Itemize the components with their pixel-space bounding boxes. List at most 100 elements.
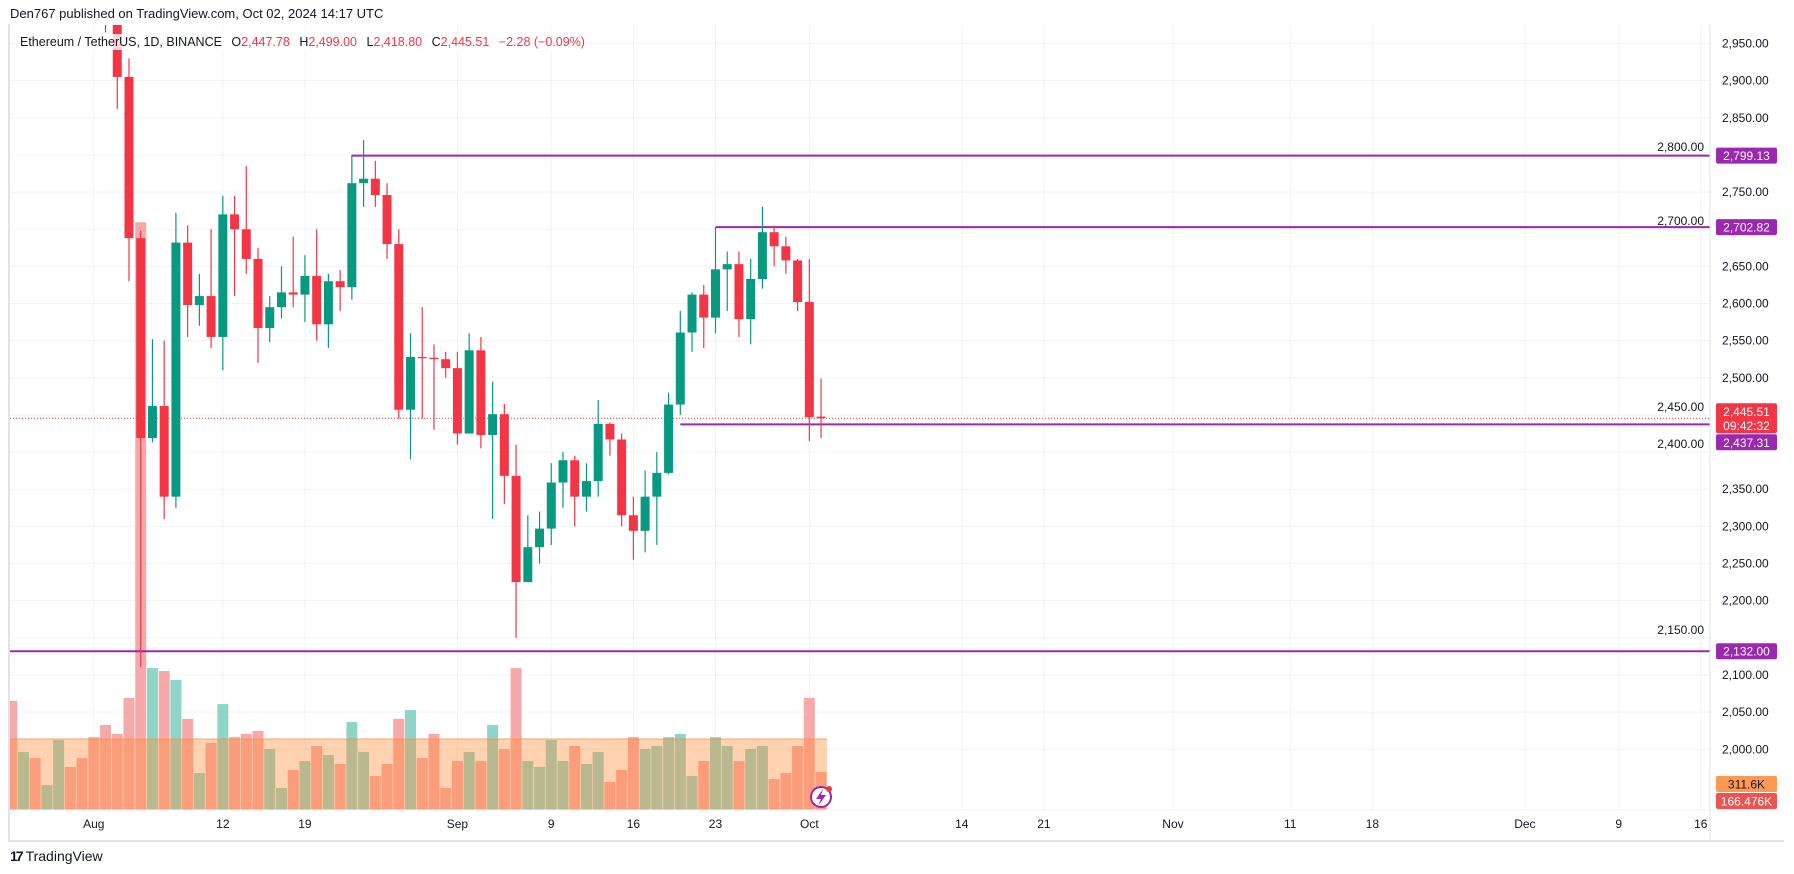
price-tick-label: 2,550.00: [1722, 334, 1769, 348]
volume-bar: [709, 737, 721, 810]
candle: [511, 444, 521, 638]
symbol-name[interactable]: Ethereum / TetherUS, 1D, BINANCE: [20, 35, 222, 49]
candle-body: [699, 294, 709, 318]
price-tick-label: 2,700.00: [1657, 214, 1704, 228]
volume-bar: [381, 763, 393, 810]
candle-body: [523, 547, 533, 583]
volume-bar: [721, 745, 733, 810]
price-tick-label: 2,950.00: [1722, 37, 1769, 51]
candle: [183, 225, 193, 337]
volume-bar: [768, 779, 780, 810]
candle-body: [816, 416, 826, 419]
last-price-label-text: 09:42:32: [1723, 419, 1770, 433]
candle: [382, 183, 392, 259]
candle-body: [558, 460, 568, 483]
candle-body: [147, 406, 157, 438]
candle-body: [488, 414, 498, 436]
price-tick-label: 2,100.00: [1722, 668, 1769, 682]
plot-area: [10, 0, 1710, 810]
candle: [171, 212, 181, 508]
volume-label: 166.476K: [1716, 793, 1777, 809]
candle-body: [746, 278, 756, 320]
price-tick-label: 2,850.00: [1722, 111, 1769, 125]
volume-ma-label: 311.6K: [1716, 776, 1777, 792]
candle-body: [793, 260, 803, 303]
candle-body: [124, 76, 134, 239]
volume-bar: [229, 737, 241, 810]
volume-bar: [123, 697, 135, 810]
volume-bar: [803, 697, 815, 810]
candle-body: [406, 357, 416, 410]
change-value: −2.28 (−0.09%): [498, 35, 585, 49]
candle-body: [429, 357, 439, 360]
candle-body: [664, 404, 674, 473]
candle: [664, 392, 674, 475]
time-tick-label: Nov: [1162, 817, 1183, 831]
candle-body: [452, 368, 462, 434]
candle-body: [335, 281, 345, 288]
candle: [535, 511, 545, 564]
candle-body: [171, 242, 181, 497]
candle-body: [464, 350, 474, 434]
candle-body: [710, 269, 720, 318]
volume-bar: [217, 704, 229, 810]
level-price-label: 2,437.31: [1716, 434, 1777, 451]
price-tick-label: 2,600.00: [1722, 297, 1769, 311]
candle: [499, 403, 509, 505]
candle-body: [347, 183, 357, 288]
volume-bar: [498, 748, 510, 810]
candle-body: [546, 482, 556, 529]
price-tick-label: 2,500.00: [1722, 371, 1769, 385]
volume-bar: [170, 679, 182, 810]
candle: [101, 0, 110, 33]
time-tick-label: 21: [1037, 817, 1051, 831]
volume-bar: [358, 751, 370, 810]
candle-body: [652, 472, 662, 497]
volume-bar: [745, 748, 757, 810]
level-price-label: 2,702.82: [1716, 219, 1777, 236]
candle: [816, 378, 826, 439]
volume-bar: [29, 758, 41, 810]
volume-bar: [616, 769, 628, 810]
volume-bar: [756, 745, 768, 810]
candle-body: [581, 481, 591, 497]
open-value: 2,447.78: [241, 35, 290, 49]
candle: [769, 225, 779, 267]
candle-body: [323, 281, 333, 325]
time-tick-label: 11: [1284, 817, 1297, 831]
candle-body: [218, 214, 228, 337]
candle: [441, 351, 451, 378]
high-value: 2,499.00: [308, 35, 358, 49]
candle: [793, 258, 803, 311]
price-tick-label: 2,050.00: [1722, 705, 1769, 719]
candle-body: [194, 296, 204, 306]
candle-body: [312, 276, 322, 325]
candle: [523, 515, 533, 583]
lightning-icon[interactable]: [810, 786, 832, 808]
price-tick-label: 2,200.00: [1722, 594, 1769, 608]
close-label: C: [431, 35, 441, 49]
candle: [722, 251, 732, 311]
candle: [218, 195, 228, 371]
candle: [710, 226, 720, 334]
volume-bar: [686, 776, 698, 810]
candle-body: [101, 0, 110, 14]
candle-body: [605, 423, 615, 440]
level-price-label-bg: [1716, 434, 1777, 451]
volume-bar: [557, 761, 569, 810]
candle-body: [769, 232, 779, 247]
candle: [312, 229, 322, 341]
price-tick-label: 2,650.00: [1722, 259, 1769, 273]
tradingview-footer[interactable]: 17 TradingView: [10, 848, 103, 864]
volume-bar: [264, 748, 276, 810]
candle: [804, 258, 814, 441]
volume-bar: [522, 761, 534, 810]
volume-bar: [534, 766, 546, 810]
volume-bar: [287, 769, 299, 810]
candle-body: [253, 258, 263, 329]
candle: [194, 273, 204, 326]
candle: [276, 266, 286, 319]
volume-bar: [475, 761, 487, 810]
candle: [241, 166, 251, 274]
